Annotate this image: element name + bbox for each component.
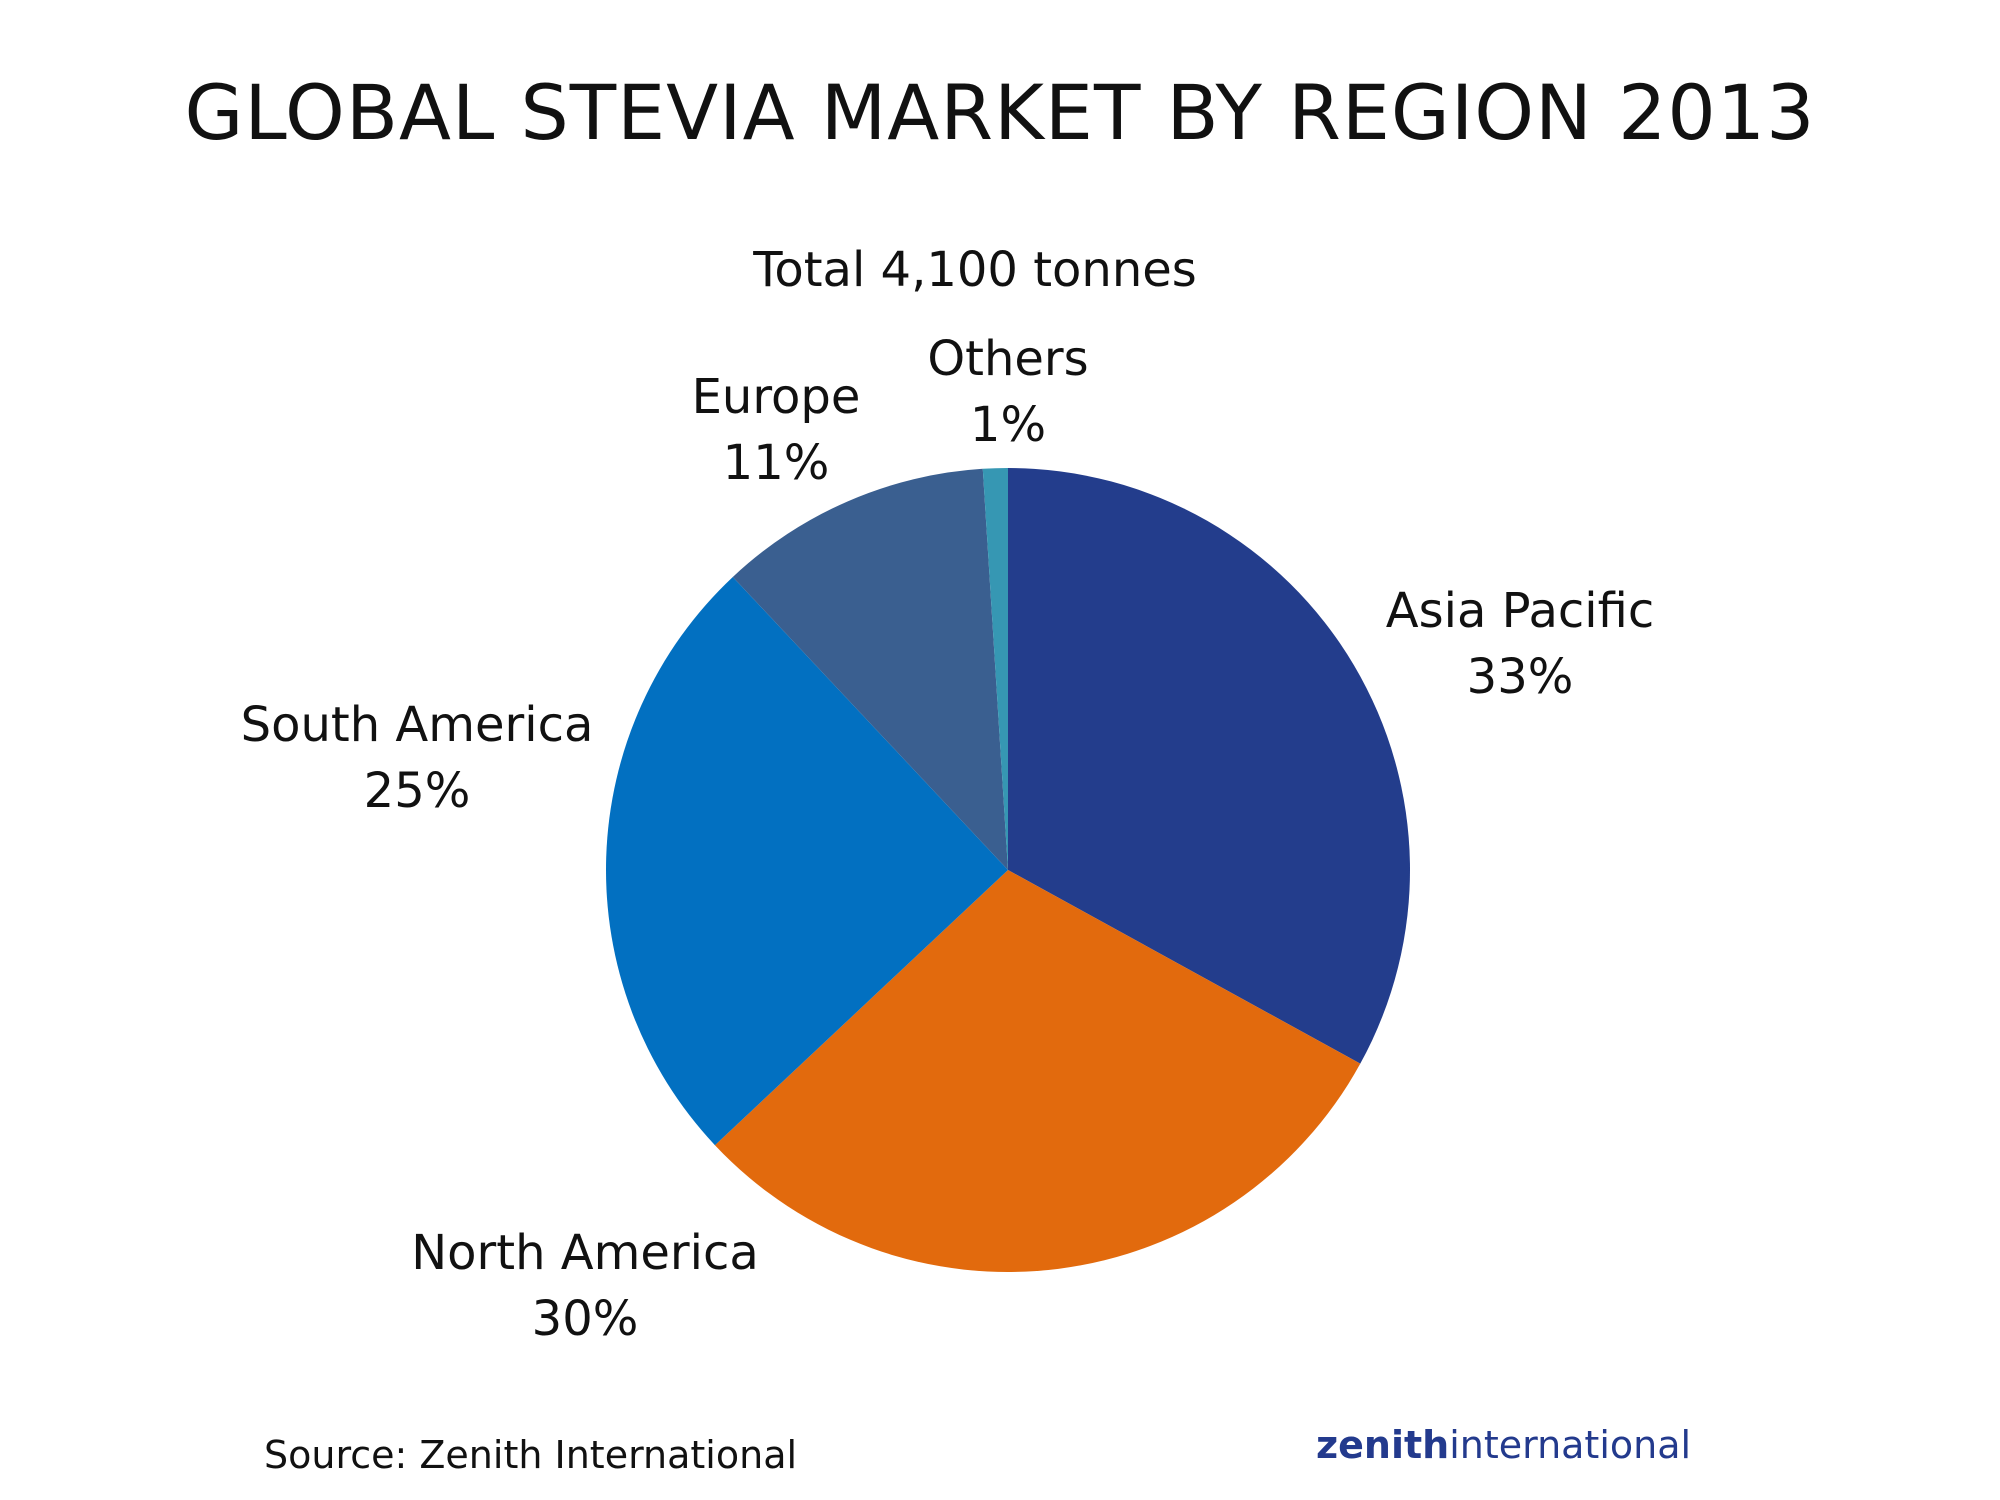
slice-label-value: 33% bbox=[1466, 649, 1574, 705]
slice-label-others: Others 1% bbox=[778, 326, 1238, 458]
slice-label-value: 11% bbox=[722, 435, 830, 491]
pie-slice-others bbox=[982, 468, 1008, 870]
pie-slice-asia-pacific bbox=[1008, 468, 1410, 1064]
chart-title: GLOBAL STEVIA MARKET BY REGION 2013 bbox=[184, 68, 1816, 157]
slice-label-value: 30% bbox=[531, 1291, 639, 1347]
pie-slice-europe bbox=[732, 468, 1008, 870]
logo-bold-text: zenith bbox=[1316, 1423, 1450, 1467]
slice-label-asia-pacific: Asia Pacific 33% bbox=[1290, 578, 1750, 710]
slice-label-south-america: South America 25% bbox=[187, 692, 647, 824]
slice-label-name: Others bbox=[927, 331, 1089, 387]
logo-regular-text: international bbox=[1449, 1423, 1692, 1467]
slice-label-europe: Europe 11% bbox=[546, 364, 1006, 496]
slice-label-name: South America bbox=[240, 697, 594, 753]
slice-label-name: Asia Pacific bbox=[1385, 583, 1655, 639]
slice-label-name: North America bbox=[411, 1225, 759, 1281]
slice-label-north-america: North America 30% bbox=[355, 1220, 815, 1352]
source-note: Source: Zenith International bbox=[264, 1433, 798, 1477]
pie-slice-north-america bbox=[714, 870, 1361, 1272]
zenith-logo: zenithinternational bbox=[1316, 1422, 1691, 1468]
slice-label-value: 1% bbox=[969, 397, 1047, 453]
chart-subtitle: Total 4,100 tonnes bbox=[753, 242, 1197, 298]
pie-slice-south-america bbox=[605, 576, 1008, 1146]
slice-label-name: Europe bbox=[691, 369, 861, 425]
slice-label-value: 25% bbox=[363, 763, 471, 819]
